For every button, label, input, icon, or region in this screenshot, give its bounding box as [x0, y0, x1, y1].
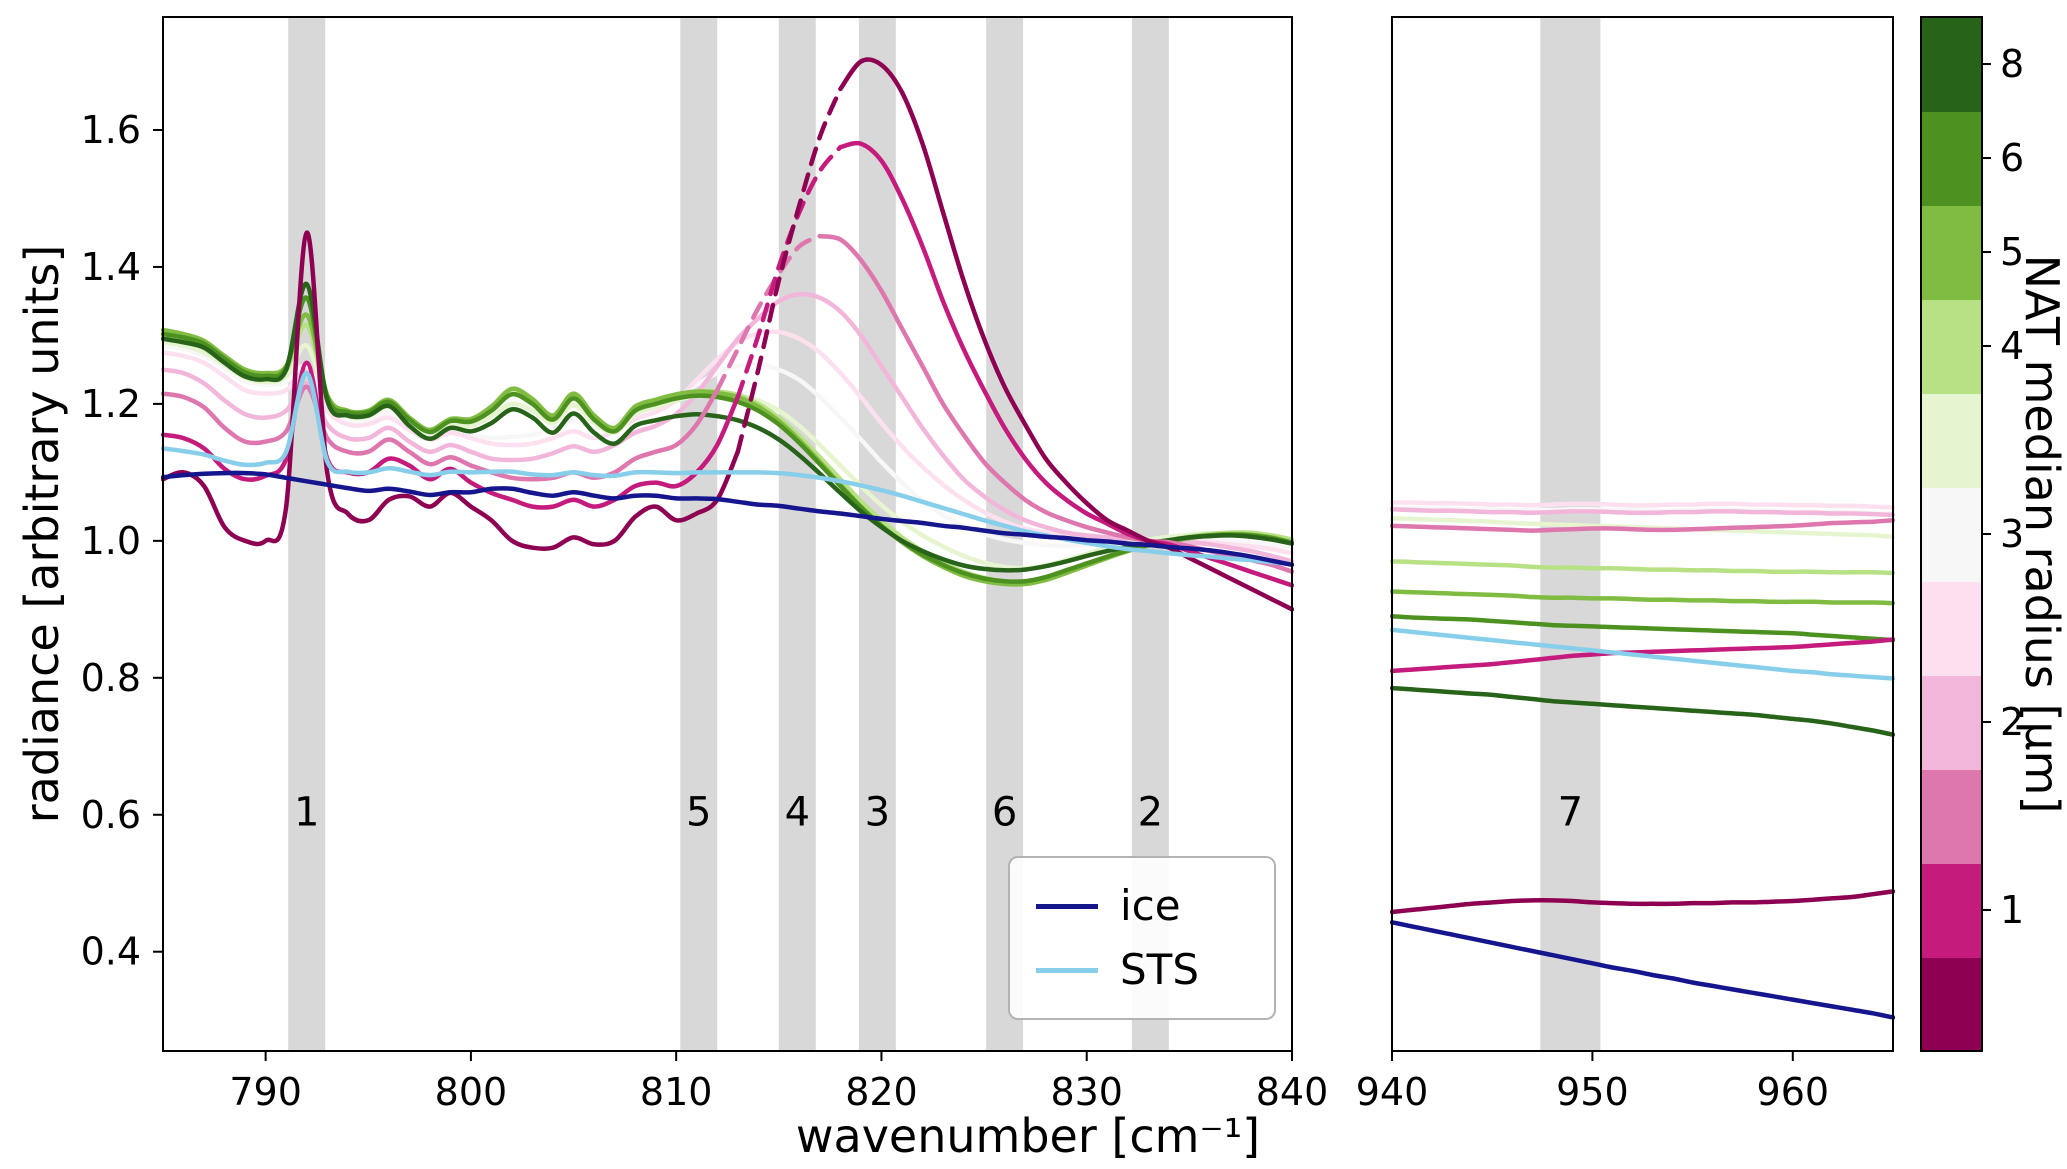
- colorbar-segment-6: [1921, 393, 1982, 488]
- colorbar-segment-7: [1921, 299, 1982, 394]
- colorbar-segment-1: [1921, 863, 1982, 958]
- band-region-5: [680, 17, 718, 1051]
- series-line-NAT-0.5um: [735, 86, 843, 455]
- band-label-6: 6: [992, 789, 1017, 835]
- x-tick-label: 960: [1757, 1070, 1830, 1114]
- axes-frame-right: [1391, 16, 1894, 1052]
- colorbar-segment-4: [1921, 581, 1982, 676]
- series-line-NAT-0.5um: [838, 57, 1294, 612]
- panel-right: [1390, 17, 1895, 1051]
- x-tick-label: 950: [1556, 1070, 1629, 1114]
- panel-left: [161, 17, 1294, 1051]
- series-line-STS: [1390, 627, 1895, 681]
- series-line-NAT-1um: [1390, 637, 1895, 674]
- series-line-NAT-4um: [1390, 559, 1895, 576]
- legend-label-sts: STS: [1120, 945, 1199, 994]
- legend-line-sts: [1036, 967, 1098, 973]
- legend-item-ice: ice: [1036, 885, 1248, 927]
- band-region-1: [288, 17, 326, 1051]
- series-line-NAT-0.5um: [161, 230, 741, 551]
- series-line-NAT-1.5um: [161, 384, 720, 482]
- y-tick-label: 0.6: [81, 793, 141, 837]
- series-line-NAT-8um: [161, 281, 1294, 573]
- colorbar-tick-label: 4: [2000, 324, 2024, 368]
- colorbar-segment-0: [1921, 957, 1982, 1052]
- colorbar-segment-5: [1921, 487, 1982, 582]
- legend-line-ice: [1036, 903, 1098, 909]
- x-tick-label: 810: [640, 1070, 713, 1114]
- series-line-NAT-0.5um: [1390, 889, 1895, 915]
- y-tick-label: 1.2: [81, 382, 141, 426]
- series-line-NAT-2um: [161, 291, 1294, 564]
- colorbar-segment-10: [1921, 17, 1982, 112]
- series-line-NAT-5um: [1390, 589, 1895, 606]
- series-line-NAT-1um: [838, 140, 1294, 588]
- y-tick-label: 1.6: [81, 108, 141, 152]
- legend-item-sts: STS: [1036, 949, 1248, 991]
- colorbar-tick-label: 5: [2000, 230, 2024, 274]
- series-line-NAT-2.5um: [1390, 500, 1895, 510]
- band-label-7: 7: [1558, 789, 1583, 835]
- x-tick-label: 830: [1050, 1070, 1123, 1114]
- band-label-3: 3: [865, 789, 890, 835]
- x-tick-label: 800: [435, 1070, 508, 1114]
- band-label-2: 2: [1138, 789, 1163, 835]
- colorbar-tick-label: 1: [2000, 888, 2024, 932]
- x-tick-label: 840: [1256, 1070, 1329, 1114]
- series-line-NAT-1.5um: [1390, 518, 1895, 533]
- legend-label-ice: ice: [1120, 881, 1181, 930]
- colorbar-tick-label: 6: [2000, 136, 2024, 180]
- y-tick-label: 1.4: [81, 245, 141, 289]
- colorbar-segment-8: [1921, 205, 1982, 300]
- y-tick-label: 1.0: [81, 519, 141, 563]
- x-tick-label: 790: [229, 1070, 302, 1114]
- x-axis-label: wavenumber [cm⁻¹]: [795, 1109, 1261, 1163]
- colorbar-tick-label: 2: [2000, 700, 2024, 744]
- legend: ice STS: [1008, 856, 1276, 1020]
- series-line-NAT-2um: [1390, 507, 1895, 518]
- band-label-5: 5: [686, 789, 711, 835]
- y-axis-label: radiance [arbitrary units]: [15, 244, 69, 824]
- axes-frame-left: [162, 16, 1293, 1052]
- colorbar-segment-9: [1921, 111, 1982, 206]
- series-line-NAT-6um: [1390, 613, 1895, 643]
- y-tick-label: 0.4: [81, 930, 141, 974]
- band-region-7: [1540, 17, 1601, 1051]
- series-line-NAT-1.5um: [714, 233, 823, 393]
- series-line-NAT-3um: [161, 343, 1294, 550]
- colorbar-tick-label: 3: [2000, 512, 2024, 556]
- x-tick-label: 820: [845, 1070, 918, 1114]
- band-region-4: [778, 17, 816, 1051]
- x-tick-label: 940: [1356, 1070, 1429, 1114]
- series-line-NAT-8um: [1390, 685, 1895, 737]
- band-label-4: 4: [785, 789, 810, 835]
- band-label-1: 1: [294, 789, 319, 835]
- colorbar-label: NAT median radius [μm]: [2015, 254, 2067, 814]
- series-line-ice: [1390, 920, 1895, 1020]
- colorbar-tick-label: 8: [2000, 42, 2024, 86]
- series-line-ice: [161, 470, 1294, 568]
- colorbar-segment-3: [1921, 675, 1982, 770]
- series-line-NAT-6um: [161, 295, 1294, 584]
- colorbar-segment-2: [1921, 769, 1982, 864]
- series-line-STS: [161, 370, 1294, 567]
- y-tick-label: 0.8: [81, 656, 141, 700]
- series-line-NAT-1um: [735, 144, 843, 400]
